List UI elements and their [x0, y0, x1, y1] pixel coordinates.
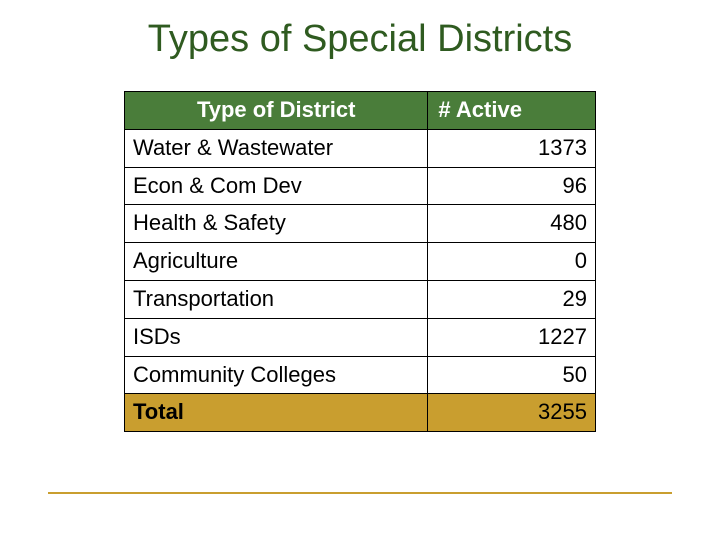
cell-count: 0 — [428, 243, 596, 281]
slide: Types of Special Districts Type of Distr… — [0, 0, 720, 540]
cell-type: Transportation — [125, 280, 428, 318]
table-row: Econ & Com Dev 96 — [125, 167, 596, 205]
table-header-row: Type of District # Active — [125, 92, 596, 130]
cell-count: 50 — [428, 356, 596, 394]
footer-accent-line — [48, 492, 672, 494]
cell-type: Econ & Com Dev — [125, 167, 428, 205]
cell-type: Agriculture — [125, 243, 428, 281]
cell-type: Water & Wastewater — [125, 129, 428, 167]
table-row: Community Colleges 50 — [125, 356, 596, 394]
table-body: Water & Wastewater 1373 Econ & Com Dev 9… — [125, 129, 596, 431]
table-row: Health & Safety 480 — [125, 205, 596, 243]
table-row: Water & Wastewater 1373 — [125, 129, 596, 167]
cell-type: Community Colleges — [125, 356, 428, 394]
cell-type: ISDs — [125, 318, 428, 356]
cell-count: 96 — [428, 167, 596, 205]
slide-title: Types of Special Districts — [0, 0, 720, 61]
cell-count: 1373 — [428, 129, 596, 167]
table-row: Transportation 29 — [125, 280, 596, 318]
cell-count: 480 — [428, 205, 596, 243]
cell-count: 29 — [428, 280, 596, 318]
table-total-row: Total 3255 — [125, 394, 596, 432]
col-header-type: Type of District — [125, 92, 428, 130]
cell-count: 1227 — [428, 318, 596, 356]
cell-type: Health & Safety — [125, 205, 428, 243]
cell-total-count: 3255 — [428, 394, 596, 432]
table-container: Type of District # Active Water & Wastew… — [124, 91, 596, 432]
districts-table: Type of District # Active Water & Wastew… — [124, 91, 596, 432]
table-row: ISDs 1227 — [125, 318, 596, 356]
col-header-count: # Active — [428, 92, 596, 130]
table-row: Agriculture 0 — [125, 243, 596, 281]
cell-total-label: Total — [125, 394, 428, 432]
